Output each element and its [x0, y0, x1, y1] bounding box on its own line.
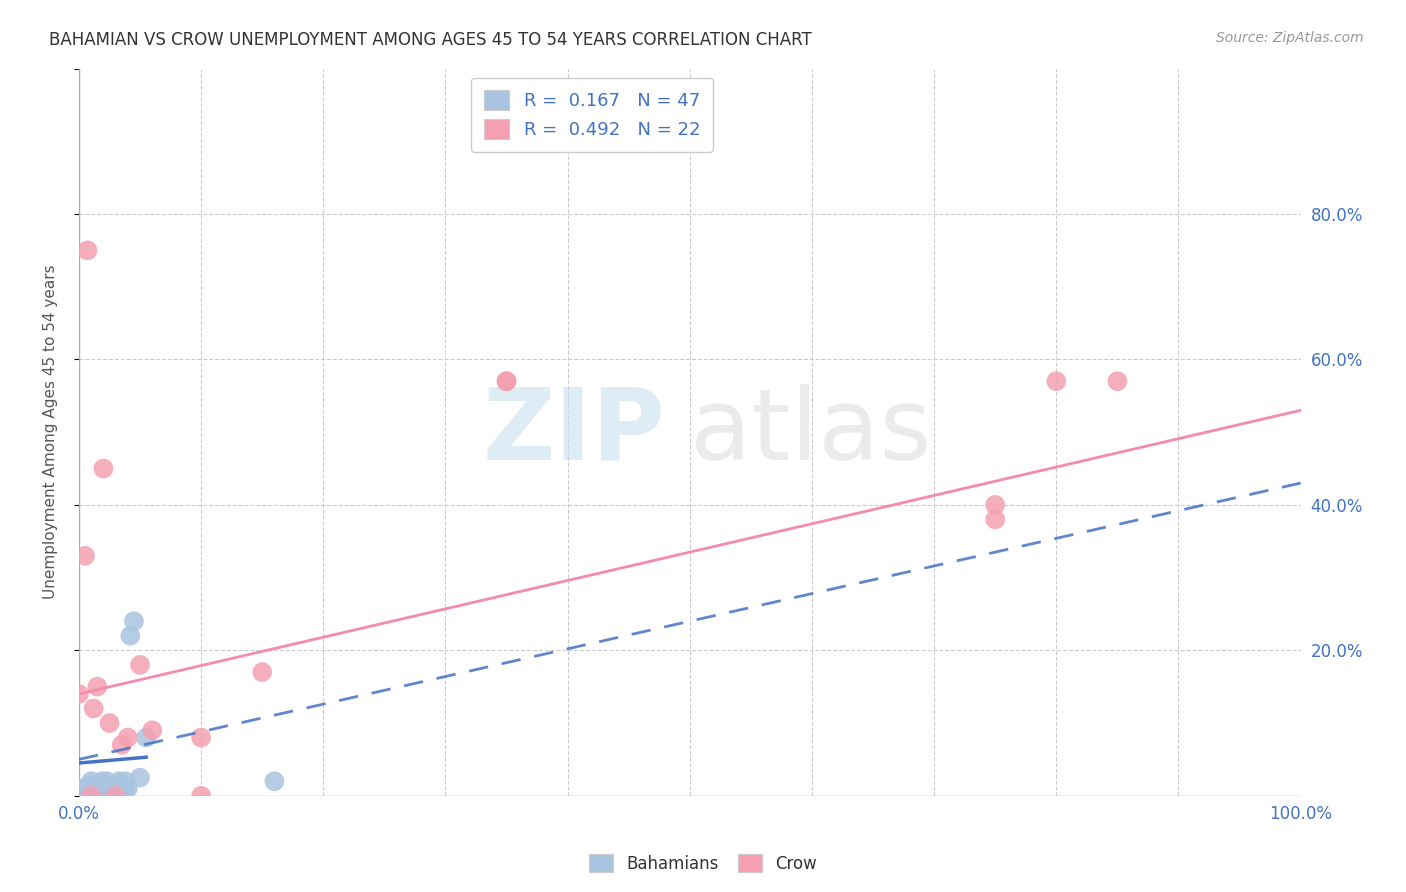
Point: [108, 774, 131, 789]
Point: [107, 781, 129, 796]
Point: [73, 789, 96, 803]
Point: [90, 781, 112, 796]
Point: [80, 789, 103, 803]
Text: Source: ZipAtlas.com: Source: ZipAtlas.com: [1216, 31, 1364, 45]
Point: [76, 785, 98, 799]
Point: [111, 781, 134, 796]
Point: [111, 738, 134, 752]
Point: [105, 785, 128, 799]
Point: [114, 774, 136, 789]
Point: [122, 614, 145, 628]
Point: [93, 781, 115, 796]
Point: [80, 785, 103, 799]
Point: [86, 781, 108, 796]
Point: [117, 781, 139, 796]
Point: [98, 781, 121, 796]
Point: [67, 781, 90, 796]
Y-axis label: Unemployment Among Ages 45 to 54 years: Unemployment Among Ages 45 to 54 years: [44, 265, 58, 599]
Point: [190, 731, 212, 745]
Point: [79, 778, 101, 792]
Point: [129, 771, 152, 785]
Point: [495, 374, 517, 388]
Point: [96, 774, 118, 789]
Point: [104, 789, 127, 803]
Point: [73, 789, 96, 803]
Point: [77, 789, 100, 803]
Text: BAHAMIAN VS CROW UNEMPLOYMENT AMONG AGES 45 TO 54 YEARS CORRELATION CHART: BAHAMIAN VS CROW UNEMPLOYMENT AMONG AGES…: [49, 31, 811, 49]
Point: [86, 680, 108, 694]
Point: [80, 789, 103, 803]
Point: [67, 789, 90, 803]
Point: [104, 789, 127, 803]
Point: [83, 789, 105, 803]
Point: [190, 789, 212, 803]
Point: [70, 789, 93, 803]
Point: [117, 731, 139, 745]
Point: [93, 461, 115, 475]
Point: [112, 785, 135, 799]
Point: [1107, 374, 1129, 388]
Point: [93, 789, 115, 803]
Point: [93, 785, 115, 799]
Point: [75, 789, 97, 803]
Point: [80, 774, 103, 789]
Point: [263, 774, 285, 789]
Point: [89, 785, 111, 799]
Point: [101, 785, 124, 799]
Point: [73, 781, 96, 796]
Point: [1045, 374, 1067, 388]
Point: [83, 701, 105, 715]
Point: [87, 789, 110, 803]
Legend: Bahamians, Crow: Bahamians, Crow: [582, 847, 824, 880]
Point: [495, 374, 517, 388]
Text: atlas: atlas: [690, 384, 931, 481]
Point: [86, 789, 108, 803]
Point: [94, 781, 117, 796]
Legend: R =  0.167   N = 47, R =  0.492   N = 22: R = 0.167 N = 47, R = 0.492 N = 22: [471, 78, 713, 152]
Point: [76, 244, 98, 258]
Point: [91, 774, 114, 789]
Point: [250, 665, 273, 680]
Point: [984, 512, 1007, 526]
Point: [135, 731, 157, 745]
Point: [120, 629, 142, 643]
Point: [98, 716, 121, 731]
Point: [77, 781, 100, 796]
Point: [101, 781, 124, 796]
Point: [72, 785, 94, 799]
Point: [141, 723, 163, 738]
Point: [83, 781, 105, 796]
Point: [67, 687, 90, 701]
Point: [111, 789, 134, 803]
Point: [129, 657, 152, 672]
Point: [984, 498, 1007, 512]
Point: [84, 785, 107, 799]
Point: [100, 789, 122, 803]
Text: ZIP: ZIP: [482, 384, 665, 481]
Point: [73, 549, 96, 563]
